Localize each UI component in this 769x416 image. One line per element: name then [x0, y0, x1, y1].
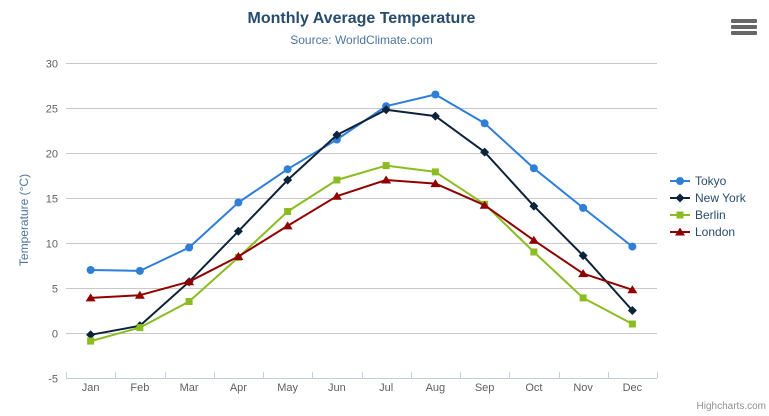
- series-line-new-york: [89, 108, 634, 336]
- legend-marker-square-icon: [670, 211, 690, 219]
- x-axis-label: Apr: [230, 382, 247, 394]
- data-point-berlin[interactable]: [87, 337, 95, 345]
- x-axis-label: Jan: [82, 382, 100, 394]
- credits-link[interactable]: Highcharts.com: [696, 401, 766, 412]
- data-point-london[interactable]: [430, 179, 441, 188]
- data-point-london[interactable]: [479, 200, 490, 209]
- export-menu-button[interactable]: [731, 19, 757, 37]
- legend-marker-triangle-icon: [670, 227, 690, 236]
- data-point-london[interactable]: [282, 221, 293, 230]
- data-point-new-york[interactable]: [578, 251, 588, 261]
- legend-item-london[interactable]: London: [670, 225, 746, 239]
- data-point-london[interactable]: [331, 191, 342, 200]
- y-axis-label: 5: [52, 284, 58, 296]
- data-point-new-york[interactable]: [430, 111, 440, 121]
- data-point-berlin[interactable]: [530, 248, 538, 256]
- data-point-new-york[interactable]: [332, 130, 342, 140]
- data-point-berlin[interactable]: [333, 176, 341, 184]
- legend-symbol: [676, 211, 684, 219]
- data-point-london[interactable]: [627, 285, 638, 294]
- data-point-tokyo[interactable]: [628, 242, 637, 251]
- data-point-berlin[interactable]: [382, 162, 390, 170]
- legend-item-new-york[interactable]: New York: [670, 191, 746, 205]
- data-point-tokyo[interactable]: [234, 198, 243, 207]
- y-axis-label: 30: [46, 59, 58, 71]
- x-axis-label: Oct: [525, 382, 542, 394]
- data-point-berlin[interactable]: [579, 294, 587, 302]
- data-point-london[interactable]: [134, 290, 145, 299]
- x-axis-label: Feb: [130, 382, 149, 394]
- chart-title: Monthly Average Temperature: [247, 10, 476, 27]
- data-point-london[interactable]: [381, 175, 392, 184]
- data-point-tokyo[interactable]: [283, 165, 292, 174]
- x-axis-label: Aug: [426, 382, 446, 394]
- x-axis-label: Mar: [180, 382, 199, 394]
- legend-item-label: New York: [695, 191, 746, 205]
- data-point-new-york[interactable]: [86, 330, 96, 340]
- legend-symbol: [676, 177, 684, 185]
- data-point-tokyo[interactable]: [431, 90, 440, 99]
- legend-item-label: Berlin: [695, 208, 726, 222]
- data-point-new-york[interactable]: [381, 105, 391, 115]
- data-point-berlin[interactable]: [136, 324, 144, 332]
- x-axis-label: Nov: [573, 382, 593, 394]
- data-point-tokyo[interactable]: [135, 266, 144, 275]
- legend-item-label: Tokyo: [695, 174, 727, 188]
- data-point-berlin[interactable]: [628, 320, 636, 328]
- legend-item-berlin[interactable]: Berlin: [670, 208, 746, 222]
- y-axis-label: 15: [46, 194, 58, 206]
- legend: Tokyo New York Berlin London: [670, 174, 746, 239]
- data-point-london[interactable]: [528, 235, 539, 244]
- data-point-new-york[interactable]: [480, 147, 490, 157]
- data-point-new-york[interactable]: [529, 201, 539, 211]
- data-point-berlin[interactable]: [185, 298, 193, 305]
- legend-item-tokyo[interactable]: Tokyo: [670, 174, 746, 188]
- legend-marker-circle-icon: [670, 177, 690, 185]
- data-point-tokyo[interactable]: [185, 243, 194, 252]
- y-axis-label: 10: [46, 239, 58, 251]
- series-line-london: [89, 179, 634, 299]
- data-point-new-york[interactable]: [233, 226, 243, 236]
- legend-marker-diamond-icon: [670, 193, 690, 203]
- data-point-tokyo[interactable]: [86, 266, 95, 274]
- data-point-berlin[interactable]: [431, 168, 439, 176]
- x-axis-label: Dec: [623, 382, 643, 394]
- data-point-tokyo[interactable]: [579, 203, 588, 212]
- data-point-new-york[interactable]: [283, 175, 293, 185]
- x-axis-label: Jun: [328, 382, 346, 394]
- data-point-berlin[interactable]: [284, 208, 292, 215]
- series-line-berlin: [89, 164, 634, 343]
- x-axis-label: Sep: [475, 382, 495, 394]
- data-point-london[interactable]: [85, 293, 96, 302]
- legend-symbol: [675, 193, 685, 203]
- chart-subtitle: Source: WorldClimate.com: [290, 33, 433, 47]
- y-axis-label: 25: [46, 104, 58, 116]
- data-point-tokyo[interactable]: [480, 119, 489, 128]
- data-point-london[interactable]: [184, 277, 195, 286]
- x-axis-label: Jul: [379, 382, 393, 394]
- series-line-tokyo: [89, 93, 634, 272]
- y-axis-label: 20: [46, 149, 58, 161]
- y-axis-label: 0: [52, 329, 58, 341]
- data-point-new-york[interactable]: [627, 306, 637, 315]
- data-point-london[interactable]: [578, 269, 589, 278]
- data-point-london[interactable]: [233, 252, 244, 260]
- legend-symbol: [675, 227, 685, 236]
- hamburger-icon: [731, 19, 757, 35]
- x-axis-label: May: [277, 382, 298, 394]
- data-point-tokyo[interactable]: [529, 164, 538, 173]
- y-axis-label: -5: [48, 374, 58, 386]
- legend-item-label: London: [695, 225, 736, 239]
